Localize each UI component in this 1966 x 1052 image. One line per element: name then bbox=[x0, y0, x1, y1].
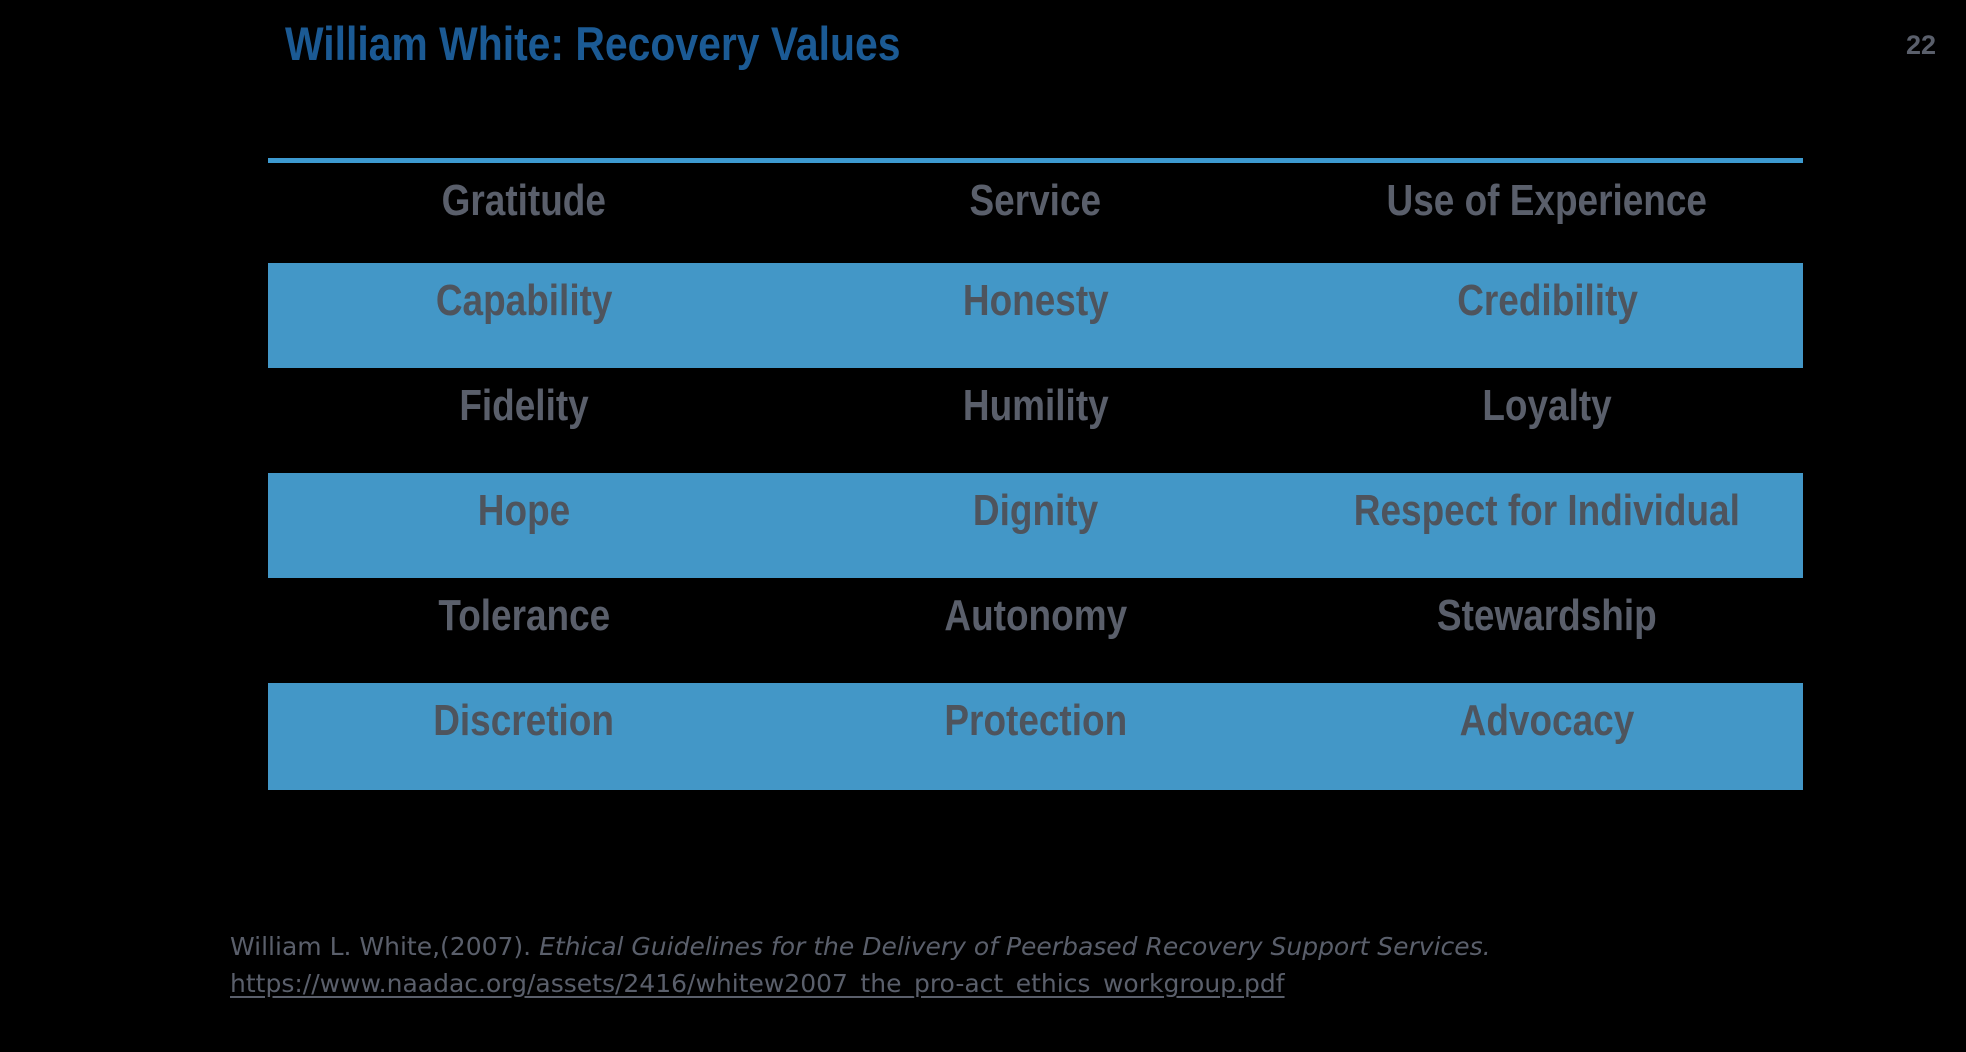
value-cell: Gratitude bbox=[268, 163, 780, 263]
value-text: Hope bbox=[477, 486, 571, 535]
value-cell: Loyalty bbox=[1291, 368, 1803, 473]
value-text: Fidelity bbox=[459, 381, 589, 430]
value-text: Gratitude bbox=[441, 176, 606, 225]
value-cell: Protection bbox=[780, 683, 1292, 790]
value-text: Humility bbox=[962, 381, 1109, 430]
value-text: Stewardship bbox=[1437, 591, 1658, 640]
table-row: Tolerance Autonomy Stewardship bbox=[268, 578, 1803, 683]
value-text: Capability bbox=[435, 276, 613, 325]
value-cell: Dignity bbox=[780, 473, 1292, 578]
citation-link[interactable]: https://www.naadac.org/assets/2416/white… bbox=[230, 969, 1285, 998]
value-cell: Hope bbox=[268, 473, 780, 578]
citation-line-2: https://www.naadac.org/assets/2416/white… bbox=[230, 965, 1680, 1002]
value-cell: Respect for Individual bbox=[1291, 473, 1803, 578]
value-cell: Use of Experience bbox=[1291, 163, 1803, 263]
table-row: Capability Honesty Credibility bbox=[268, 263, 1803, 368]
value-cell: Credibility bbox=[1291, 263, 1803, 368]
value-cell: Autonomy bbox=[780, 578, 1292, 683]
value-text: Discretion bbox=[433, 696, 615, 745]
citation-line-1: William L. White,(2007). Ethical Guideli… bbox=[230, 928, 1680, 965]
value-text: Honesty bbox=[962, 276, 1109, 325]
value-cell: Honesty bbox=[780, 263, 1292, 368]
citation-work-title: Ethical Guidelines for the Delivery of P… bbox=[539, 932, 1491, 961]
value-cell: Humility bbox=[780, 368, 1292, 473]
value-text: Dignity bbox=[972, 486, 1099, 535]
value-text: Respect for Individual bbox=[1354, 486, 1741, 535]
value-text: Advocacy bbox=[1459, 696, 1635, 745]
citation: William L. White,(2007). Ethical Guideli… bbox=[230, 928, 1680, 1002]
table-row: Discretion Protection Advocacy bbox=[268, 683, 1803, 790]
values-table: Gratitude Service Use of Experience Capa… bbox=[268, 158, 1803, 790]
value-cell: Service bbox=[780, 163, 1292, 263]
value-text: Use of Experience bbox=[1386, 176, 1708, 225]
value-cell: Capability bbox=[268, 263, 780, 368]
citation-author: William L. White,(2007). bbox=[230, 932, 540, 961]
table-row: Fidelity Humility Loyalty bbox=[268, 368, 1803, 473]
slide-page-number: 22 bbox=[1906, 30, 1937, 60]
value-text: Tolerance bbox=[437, 591, 610, 640]
page-title: William White: Recovery Values bbox=[285, 17, 901, 70]
value-cell: Advocacy bbox=[1291, 683, 1803, 790]
table-row: Hope Dignity Respect for Individual bbox=[268, 473, 1803, 578]
value-text: Loyalty bbox=[1482, 381, 1612, 430]
value-cell: Discretion bbox=[268, 683, 780, 790]
value-text: Service bbox=[969, 176, 1102, 225]
value-text: Credibility bbox=[1456, 276, 1638, 325]
value-cell: Stewardship bbox=[1291, 578, 1803, 683]
value-text: Autonomy bbox=[944, 591, 1127, 640]
value-cell: Tolerance bbox=[268, 578, 780, 683]
table-row: Gratitude Service Use of Experience bbox=[268, 163, 1803, 263]
value-cell: Fidelity bbox=[268, 368, 780, 473]
value-text: Protection bbox=[944, 696, 1127, 745]
